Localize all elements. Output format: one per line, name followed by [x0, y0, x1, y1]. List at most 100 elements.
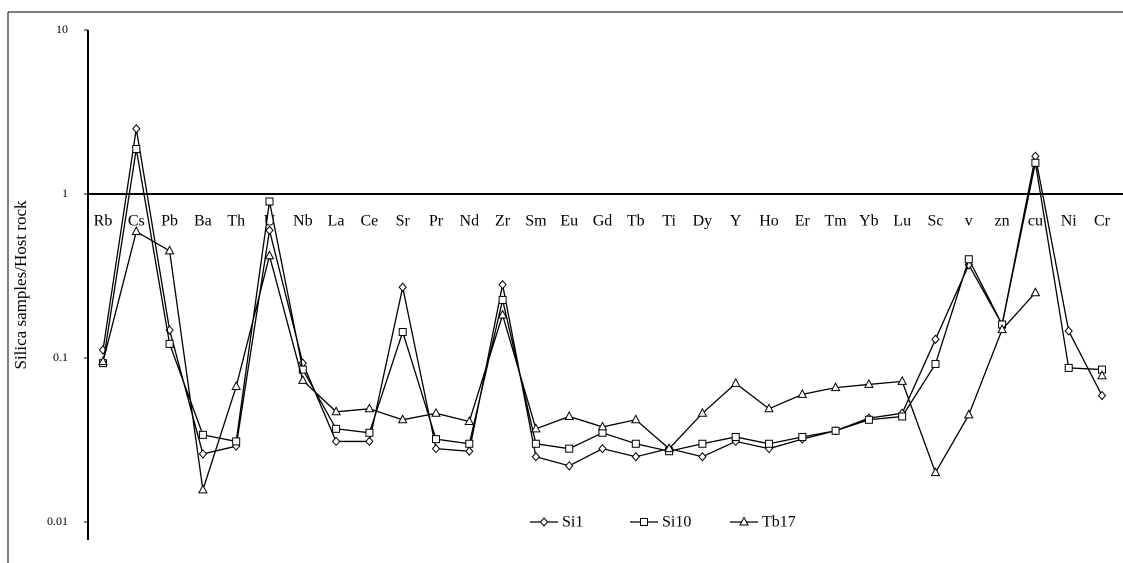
marker	[565, 461, 574, 471]
y-tick-label: 10	[56, 22, 68, 36]
marker	[198, 430, 207, 439]
marker	[464, 415, 475, 426]
marker	[831, 426, 840, 435]
x-tick-label: Nb	[293, 213, 313, 230]
x-tick-label: Er	[795, 213, 811, 230]
x-tick-label: La	[328, 213, 345, 230]
x-tick-label: Th	[227, 213, 245, 230]
marker	[398, 328, 407, 337]
marker	[1097, 370, 1107, 380]
marker	[331, 436, 341, 447]
y-tick-label: 0.01	[47, 514, 68, 528]
marker	[1064, 363, 1073, 372]
x-tick-label: Sc	[928, 213, 944, 230]
marker	[431, 407, 441, 417]
marker	[398, 282, 407, 293]
y-tick-label: 0.1	[53, 350, 68, 364]
marker	[364, 403, 375, 413]
x-tick-label: Pr	[429, 213, 444, 230]
marker	[1031, 158, 1040, 167]
marker	[830, 382, 841, 392]
x-tick-label: zn	[995, 213, 1010, 230]
marker	[397, 414, 408, 424]
marker	[1097, 390, 1107, 401]
marker	[597, 421, 608, 431]
marker	[331, 406, 341, 416]
marker	[198, 484, 208, 494]
marker	[797, 388, 808, 398]
x-tick-label: Yb	[859, 213, 879, 230]
x-tick-label: Cr	[1094, 213, 1111, 230]
x-tick-label: Eu	[560, 213, 578, 230]
marker	[765, 439, 773, 448]
marker	[963, 409, 974, 419]
marker	[432, 435, 440, 444]
marker	[1064, 326, 1073, 336]
marker	[465, 439, 474, 448]
marker	[698, 451, 707, 462]
marker	[897, 375, 908, 385]
marker	[497, 309, 508, 319]
marker	[640, 518, 648, 526]
marker	[698, 439, 707, 448]
marker	[531, 439, 540, 448]
marker	[564, 410, 575, 420]
marker	[997, 324, 1007, 334]
x-tick-label: Lu	[893, 213, 911, 230]
marker	[265, 197, 274, 206]
marker	[264, 250, 275, 260]
marker	[365, 428, 374, 437]
marker	[265, 225, 274, 236]
marker	[898, 412, 907, 421]
x-tick-label: Nd	[460, 213, 480, 230]
marker	[164, 245, 175, 255]
marker	[232, 437, 241, 446]
x-tick-label: Rb	[94, 213, 113, 230]
marker	[930, 467, 941, 477]
marker	[365, 436, 374, 447]
marker	[931, 359, 940, 368]
marker	[631, 439, 640, 448]
marker	[731, 432, 740, 441]
marker	[297, 374, 308, 384]
marker	[132, 123, 141, 134]
marker	[1030, 287, 1041, 297]
marker	[764, 403, 774, 413]
x-tick-label: Gd	[593, 213, 613, 230]
marker	[697, 407, 708, 417]
marker	[332, 424, 341, 433]
x-tick-label: Sm	[525, 213, 547, 230]
x-tick-label: Zr	[495, 213, 511, 230]
marker	[98, 356, 108, 366]
marker	[565, 444, 574, 453]
marker	[531, 423, 541, 433]
marker	[198, 449, 208, 459]
x-tick-label: cu	[1028, 213, 1043, 230]
legend-label: Si1	[562, 514, 583, 531]
x-tick-label: Cs	[128, 213, 145, 230]
series-line	[102, 128, 1103, 467]
marker	[539, 517, 549, 527]
x-tick-label: Tm	[824, 213, 847, 230]
marker	[531, 451, 541, 462]
marker	[131, 226, 142, 236]
marker	[498, 295, 507, 304]
marker	[231, 380, 242, 391]
x-tick-label: Pb	[161, 213, 178, 230]
marker	[798, 432, 807, 441]
marker	[631, 451, 640, 462]
y-axis-label: Silica samples/Host rock	[11, 200, 30, 370]
x-tick-label: Sr	[396, 213, 411, 230]
x-tick-label: v	[965, 213, 973, 230]
x-tick-label: Ti	[662, 213, 676, 230]
marker	[864, 415, 873, 424]
marker	[630, 414, 641, 424]
x-tick-label: Ni	[1061, 213, 1078, 230]
marker	[465, 446, 474, 457]
y-tick-label: 1	[62, 186, 68, 200]
marker	[730, 377, 741, 387]
x-tick-label: Ho	[759, 213, 779, 230]
marker	[739, 516, 749, 526]
marker	[931, 334, 940, 345]
